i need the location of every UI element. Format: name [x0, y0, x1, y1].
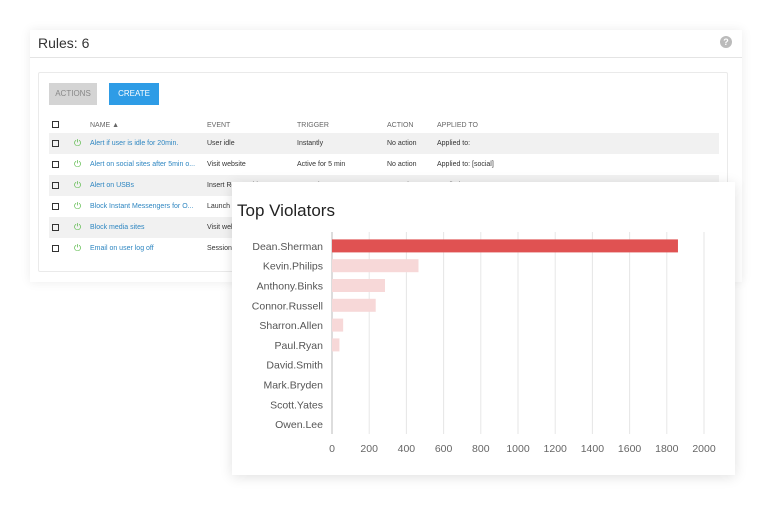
x-tick-label: 1600	[618, 443, 642, 455]
x-tick-label: 0	[329, 443, 335, 455]
rule-name-link[interactable]: Alert on USBs	[90, 182, 134, 189]
rule-name-link[interactable]: Block media sites	[90, 224, 145, 231]
category-label: Dean.Sherman	[252, 241, 323, 253]
column-header-applied-to[interactable]: APPLIED TO	[437, 121, 478, 129]
row-checkbox[interactable]	[52, 244, 59, 252]
x-tick-label: 1800	[655, 443, 679, 455]
power-icon[interactable]: ⏻	[74, 243, 82, 253]
rule-applied-to: Applied to:	[434, 133, 719, 154]
x-tick-label: 200	[360, 443, 378, 455]
table-row[interactable]: ⏻ Block Instant Messengers for O... Launch	[49, 196, 719, 217]
category-label: Sharron.Allen	[259, 320, 323, 332]
column-header-action[interactable]: ACTION	[387, 121, 414, 129]
category-label: David.Smith	[266, 360, 323, 372]
create-button[interactable]: CREATE	[109, 83, 159, 105]
x-tick-label: 600	[435, 443, 453, 455]
bar-dean-sherman[interactable]	[332, 239, 678, 253]
row-checkbox[interactable]	[52, 181, 59, 189]
rule-event: Session	[207, 245, 232, 252]
bar-anthony-binks[interactable]	[332, 279, 386, 292]
power-icon[interactable]: ⏻	[74, 222, 82, 232]
power-icon[interactable]: ⏻	[74, 180, 82, 190]
rule-name-link[interactable]: Block Instant Messengers for O...	[90, 203, 194, 210]
table-row[interactable]: ⏻ Email on user log off Session	[49, 238, 719, 259]
actions-button[interactable]: ACTIONS	[49, 83, 97, 105]
chart-title: Top Violators	[237, 201, 335, 220]
row-checkbox[interactable]	[52, 202, 59, 210]
category-label: Kevin.Philips	[263, 261, 323, 273]
column-header-event[interactable]: EVENT	[207, 121, 231, 129]
power-icon[interactable]: ⏻	[74, 138, 82, 148]
rule-action: No action	[387, 161, 417, 168]
rule-trigger: Instantly	[294, 133, 384, 154]
x-tick-label: 800	[472, 443, 490, 455]
category-label: Owen.Lee	[275, 419, 323, 431]
rule-name-link[interactable]: Alert on social sites after 5min o...	[90, 161, 196, 168]
category-label: Anthony.Binks	[257, 281, 323, 293]
column-header-trigger[interactable]: TRIGGER	[297, 121, 329, 129]
x-tick-label: 400	[398, 443, 416, 455]
bar-sharron-allen[interactable]	[332, 318, 344, 332]
x-tick-label: 1200	[544, 443, 568, 455]
bar-kevin-philips[interactable]	[332, 259, 419, 273]
row-checkbox[interactable]	[52, 139, 59, 147]
top-violators-card: Top Violators 0 200 400 600 800 1000 1200 1400 1…	[232, 182, 735, 475]
x-tick-label: 1400	[581, 443, 605, 455]
rule-name-link[interactable]: Alert if user is idle for 20min.	[90, 140, 179, 147]
x-tick-label: 1000	[506, 443, 530, 455]
rule-name-link[interactable]: Email on user log off	[90, 245, 154, 252]
row-checkbox[interactable]	[52, 160, 59, 168]
page-title: Rules: 6	[38, 35, 90, 51]
category-label: Scott.Yates	[270, 399, 323, 411]
table-header-row: NAME ▲ EVENT TRIGGER ACTION APPLIED TO	[49, 117, 719, 133]
rule-action: No action	[384, 133, 434, 154]
power-icon[interactable]: ⏻	[74, 159, 82, 169]
column-header-name[interactable]: NAME ▲	[90, 121, 120, 129]
violators-bar-chart: 0 200 400 600 800 1000 1200 1400 1600 1800 2000 Dea…	[252, 232, 716, 455]
rule-event: User idle	[204, 133, 294, 154]
rule-event: Launch	[207, 203, 230, 210]
table-row[interactable]: ⏻ Alert on social sites after 5min o... Vi…	[49, 154, 719, 175]
table-row[interactable]: ⏻ Alert if user is idle for 20min. User id…	[49, 133, 719, 154]
rule-trigger: Active for 5 min	[297, 161, 346, 168]
category-label: Connor.Russell	[252, 300, 323, 312]
bar-connor-russell[interactable]	[332, 298, 376, 312]
category-label: Mark.Bryden	[263, 380, 323, 392]
power-icon[interactable]: ⏻	[74, 201, 82, 211]
select-all-checkbox[interactable]	[52, 121, 59, 129]
bar-paul-ryan[interactable]	[332, 338, 340, 352]
rules-header: Rules: 6 ?	[30, 30, 742, 58]
help-icon[interactable]: ?	[720, 36, 732, 48]
rule-applied-to: Applied to: [social]	[437, 161, 494, 168]
rule-event: Visit website	[207, 161, 246, 168]
x-tick-label: 2000	[692, 443, 716, 455]
category-label: Paul.Ryan	[275, 340, 324, 352]
row-checkbox[interactable]	[52, 223, 59, 231]
